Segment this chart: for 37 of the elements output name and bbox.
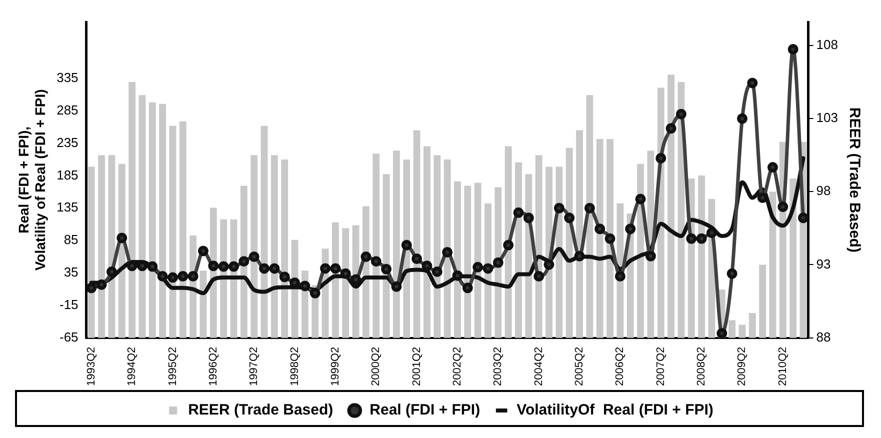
y-axis-title: Real (FDI + FPI), Volatility of Real (FDI + FPI) — [15, 89, 48, 271]
y-tick-label: -65 — [59, 329, 78, 344]
y2-tick-label: 108 — [816, 36, 838, 52]
x-tick-label: 2005Q2 — [574, 346, 586, 386]
y-tick-label: -15 — [59, 297, 78, 312]
y-tick-label: 185 — [56, 167, 78, 182]
x-tick-label: 2001Q2 — [410, 346, 423, 386]
y-tick-label: 35 — [64, 264, 78, 280]
x-tick-label: 1994Q2 — [126, 346, 138, 386]
y2-tick-label: 93 — [816, 256, 831, 272]
x-tick-label: 2009Q2 — [736, 346, 748, 386]
y-tick-label: 285 — [56, 102, 78, 118]
x-tick-label: 2006Q2 — [614, 346, 626, 386]
y2-tick-label: 103 — [816, 110, 838, 126]
x-tick-label: 1999Q2 — [329, 346, 342, 386]
x-tick-label: 1998Q2 — [288, 346, 301, 386]
y-tick-label: 235 — [56, 134, 78, 150]
y-tick-label: 85 — [64, 232, 78, 248]
x-tick-label: 2003Q2 — [492, 346, 504, 386]
y2-axis-title: REER (Trade Based) — [846, 107, 863, 252]
x-tick-label: 1993Q2 — [85, 346, 98, 386]
x-tick-label: 2008Q2 — [696, 346, 708, 386]
x-tick-label: 1996Q2 — [207, 346, 220, 386]
y-tick-label: 335 — [56, 70, 78, 86]
x-tick-label: 1995Q2 — [166, 346, 179, 386]
x-tick-label: 2004Q2 — [532, 346, 545, 386]
x-tick-label: 2010Q2 — [776, 346, 789, 386]
y2-tick-label: 98 — [816, 183, 831, 198]
x-tick-label: 2000Q2 — [370, 346, 382, 386]
y-tick-label: 135 — [56, 200, 78, 215]
legend-label: VolatilityOf Real (FDI + FPI) — [516, 402, 714, 419]
x-tick-label: 2002Q2 — [452, 346, 464, 386]
x-tick-label: 2007Q2 — [654, 346, 667, 386]
legend-label: Real (FDI + FPI) — [370, 402, 480, 419]
y2-tick-label: 88 — [816, 329, 831, 344]
x-tick-label: 1997Q2 — [248, 346, 260, 386]
legend-label: REER (Trade Based) — [188, 402, 334, 419]
